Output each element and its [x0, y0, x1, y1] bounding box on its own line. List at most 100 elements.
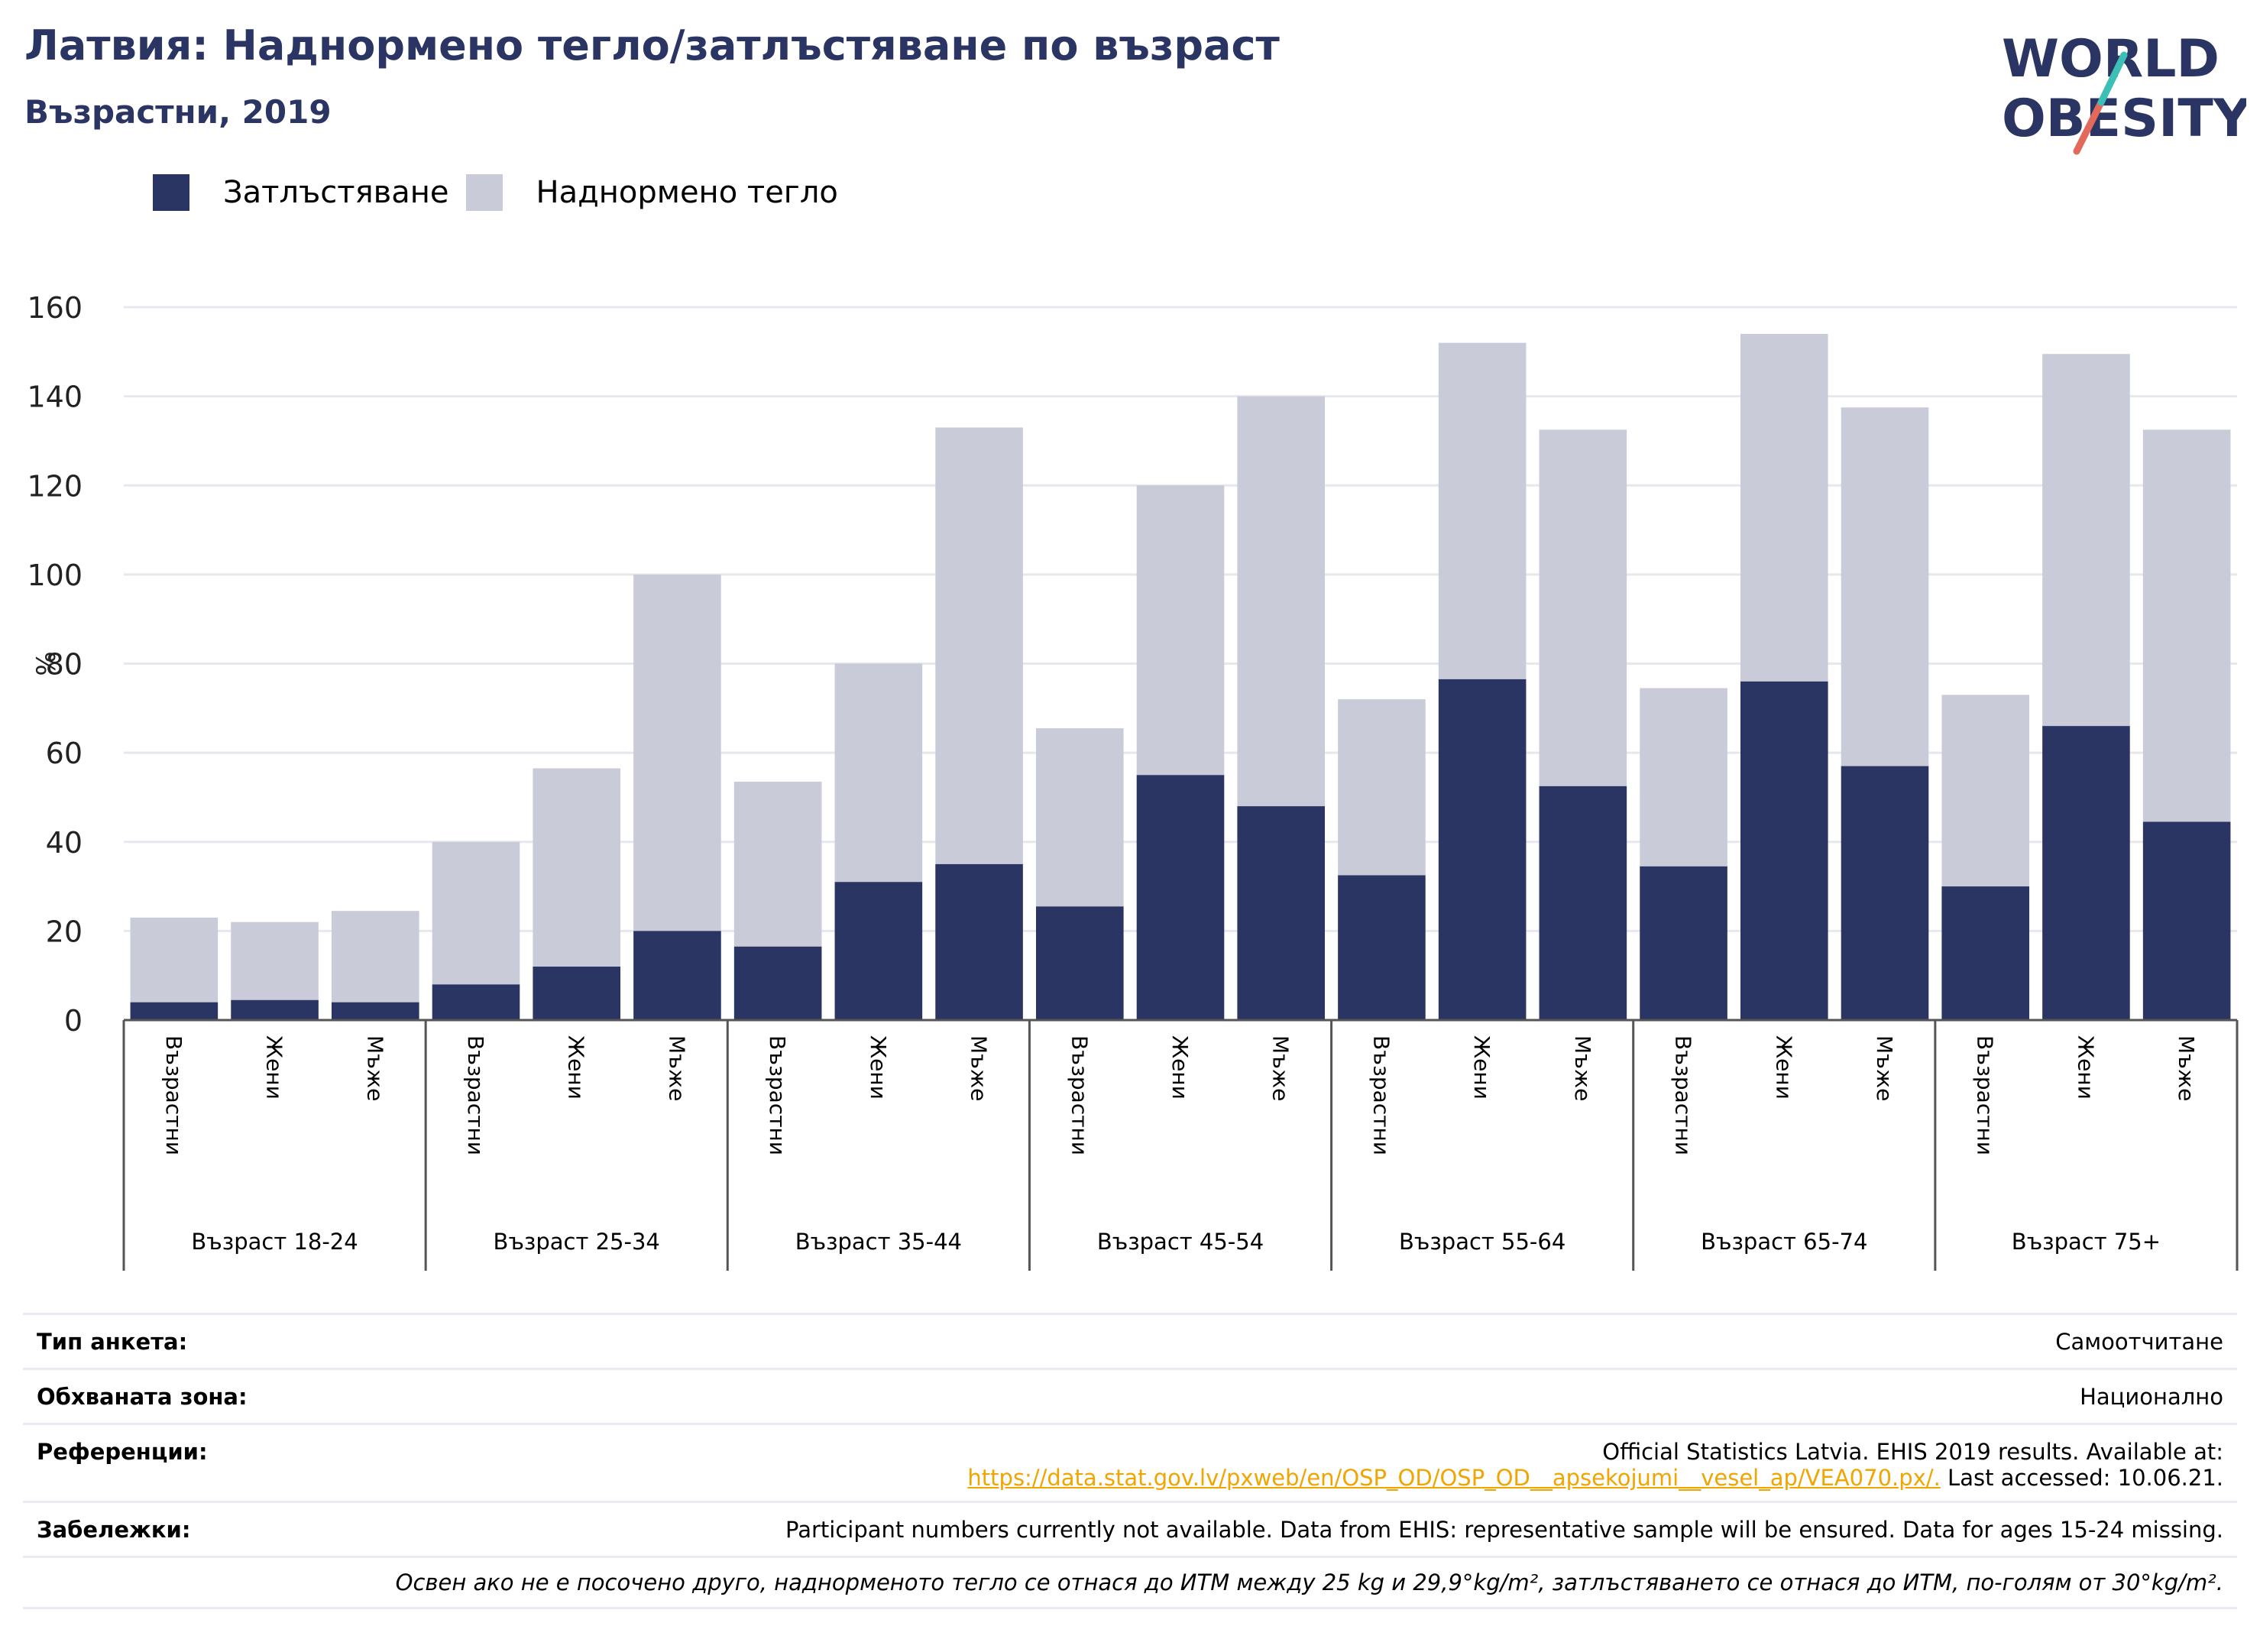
x-subcategory-label: Мъже — [966, 1035, 992, 1101]
x-subcategory-label: Жени — [866, 1035, 891, 1100]
y-axis-label: % — [31, 651, 62, 675]
bar-obesity — [2142, 821, 2231, 1020]
survey-type-label: Тип анкета: — [37, 1328, 188, 1355]
legend-label-obesity: Затлъстяване — [223, 175, 449, 210]
y-tick-label: 120 — [27, 469, 83, 503]
x-subcategory-label: Възрастни — [1973, 1035, 1998, 1155]
x-group-label: Възраст 35-44 — [795, 1229, 962, 1255]
info-table: Тип анкета: Самоотчитане Обхваната зона:… — [23, 1313, 2237, 1609]
chart-title: Латвия: Наднормено тегло/затлъстяване по… — [24, 21, 1280, 70]
bar-overweight — [231, 922, 319, 1000]
bar-chart: 0 20 40 60 80 100 120 140 160% Възрастни Жени Мъже В… — [27, 291, 2239, 1271]
bar-obesity — [1841, 766, 1929, 1020]
logo-slash-red — [2073, 99, 2105, 155]
bar-overweight — [331, 911, 419, 1003]
x-subcategory-label: Мъже — [664, 1035, 689, 1101]
x-subcategory-label: Жени — [564, 1035, 589, 1100]
bar-overweight — [1841, 407, 1929, 766]
x-subcategory-label: Жени — [1469, 1035, 1494, 1100]
y-tick-label: 100 — [27, 559, 83, 592]
bar-obesity — [1941, 886, 2030, 1020]
legend-item-obesity: Затлъстяване — [153, 174, 449, 211]
bar-obesity — [231, 999, 319, 1020]
x-subcategory-label: Мъже — [1872, 1035, 1897, 1101]
x-subcategory-label: Възрастни — [463, 1035, 488, 1155]
references-label: Референции: — [37, 1439, 208, 1465]
logo-line2: OBESITY — [2002, 89, 2246, 149]
references-text: Official Statistics Latvia. EHIS 2019 re… — [1602, 1439, 2223, 1465]
x-subcategory-label: Възрастни — [161, 1035, 186, 1155]
legend-swatch-obesity — [153, 174, 189, 211]
survey-type-value: Самоотчитане — [2055, 1328, 2223, 1355]
x-subcategory-label: Жени — [1167, 1035, 1193, 1100]
bar-obesity — [2042, 726, 2130, 1020]
y-tick-label: 0 — [64, 1004, 83, 1038]
x-group-label: Възраст 45-54 — [1097, 1229, 1264, 1255]
row-survey-type: Тип анкета: Самоотчитане — [23, 1313, 2237, 1368]
y-tick-label: 40 — [46, 826, 83, 860]
y-tick-label: 140 — [27, 381, 83, 414]
references-tail: Last accessed: 10.06.21. — [1940, 1465, 2223, 1491]
world-obesity-logo: WORLD OBESITY — [2002, 29, 2246, 155]
bar-obesity — [935, 863, 1023, 1020]
bar-overweight — [1035, 728, 1124, 907]
bar-overweight — [2142, 429, 2231, 822]
x-subcategory-label: Мъже — [362, 1035, 387, 1101]
bar-obesity — [130, 1002, 219, 1020]
coverage-value: Национално — [2080, 1383, 2223, 1410]
bar-obesity — [1539, 786, 1627, 1020]
bar-obesity — [1740, 681, 1828, 1020]
bar-obesity — [834, 882, 923, 1020]
legend: Затлъстяване Наднормено тегло — [153, 174, 855, 211]
x-group-label: Възраст 65-74 — [1701, 1229, 1867, 1255]
bar-overweight — [1338, 699, 1426, 876]
y-tick-label: 20 — [46, 915, 83, 948]
x-subcategory-label: Възрастни — [1368, 1035, 1394, 1155]
x-group-label: Възраст 55-64 — [1399, 1229, 1565, 1255]
bar-overweight — [432, 841, 520, 985]
bar-obesity — [1338, 875, 1426, 1020]
bar-overweight — [1640, 688, 1727, 866]
bar-obesity — [1136, 775, 1225, 1020]
bar-obesity — [533, 967, 621, 1020]
x-subcategory-label: Жени — [2073, 1035, 2098, 1100]
logo-slash-teal — [2097, 51, 2128, 106]
bar-overweight — [130, 917, 219, 1003]
bar-overweight — [1237, 396, 1326, 807]
notes-label: Забележки: — [37, 1516, 191, 1543]
coverage-label: Обхваната зона: — [37, 1383, 248, 1410]
row-definition: Освен ако не е посочено друго, наднормен… — [23, 1556, 2237, 1609]
chart-subtitle: Възрастни, 2019 — [24, 93, 332, 131]
bar-overweight — [1438, 342, 1527, 679]
x-subcategory-label: Мъже — [2174, 1035, 2199, 1101]
row-references: Референции: Official Statistics Latvia. … — [23, 1423, 2237, 1501]
bar-overweight — [1941, 695, 2030, 887]
bar-overweight — [935, 427, 1023, 864]
x-subcategory-label: Мъже — [1268, 1035, 1294, 1101]
x-subcategory-label: Възрастни — [1067, 1035, 1092, 1155]
legend-label-overweight: Наднормено тегло — [536, 175, 838, 210]
bar-obesity — [1640, 866, 1727, 1020]
bar-overweight — [1136, 485, 1225, 776]
x-subcategory-label: Жени — [1771, 1035, 1796, 1100]
bar-overweight — [1740, 333, 1828, 682]
y-tick-label: 160 — [27, 291, 83, 325]
references-link[interactable]: https://data.stat.gov.lv/pxweb/en/OSP_OD… — [967, 1465, 1941, 1491]
x-group-label: Възраст 75+ — [2012, 1229, 2161, 1255]
bar-obesity — [1035, 906, 1124, 1020]
x-subcategory-label: Жени — [262, 1035, 287, 1100]
bar-obesity — [432, 984, 520, 1020]
x-group-label: Възраст 18-24 — [191, 1229, 358, 1255]
definition-text: Освен ако не е посочено друго, наднормен… — [395, 1569, 2223, 1595]
bar-overweight — [733, 782, 822, 947]
bar-overweight — [2042, 354, 2130, 727]
x-subcategory-label: Възрастни — [765, 1035, 790, 1155]
notes-value: Participant numbers currently not availa… — [785, 1516, 2223, 1543]
legend-item-overweight: Наднормено тегло — [465, 174, 838, 211]
bar-obesity — [1438, 679, 1527, 1020]
bar-obesity — [733, 946, 822, 1020]
y-tick-label: 80 — [46, 648, 83, 682]
bar-overweight — [533, 768, 621, 967]
references-value: Official Statistics Latvia. EHIS 2019 re… — [967, 1439, 2223, 1491]
row-coverage: Обхваната зона: Национално — [23, 1368, 2237, 1423]
